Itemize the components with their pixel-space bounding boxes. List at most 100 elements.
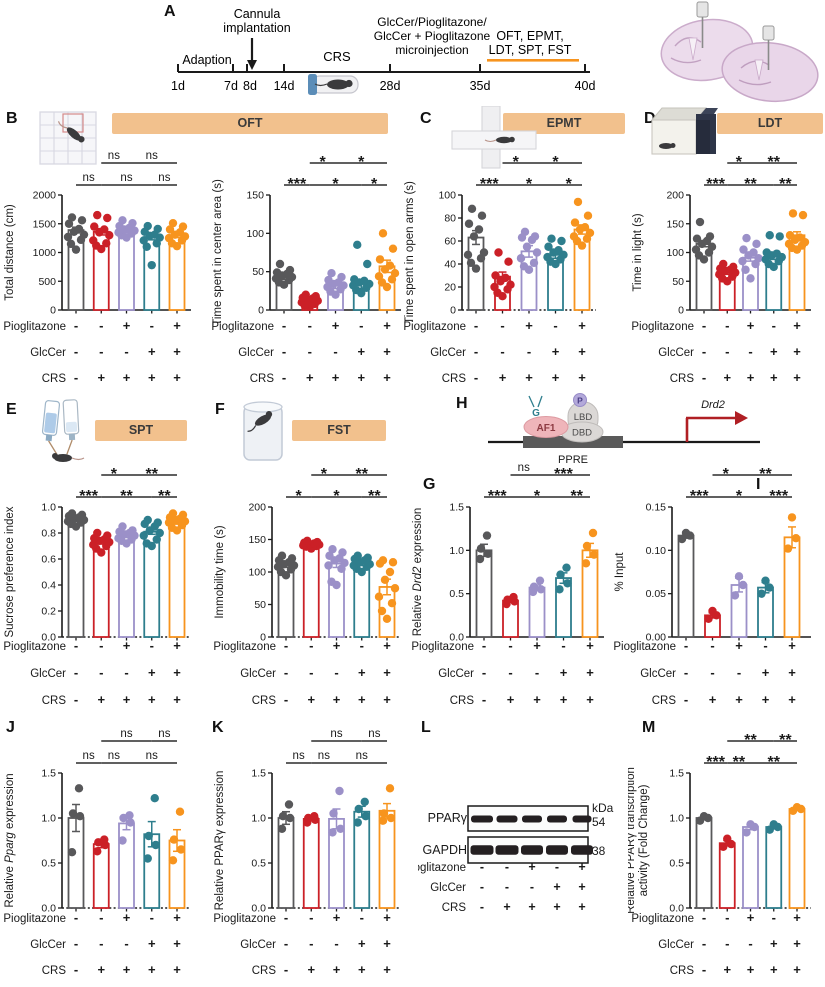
svg-text:Immobility time (s): Immobility time (s) — [214, 525, 226, 618]
svg-text:-: - — [333, 344, 337, 359]
svg-text:0.05: 0.05 — [646, 588, 667, 600]
svg-text:-: - — [748, 344, 752, 359]
svg-text:+: + — [525, 318, 533, 333]
svg-text:-: - — [309, 936, 313, 951]
svg-text:+: + — [507, 692, 515, 707]
svg-text:***: *** — [79, 488, 98, 505]
svg-text:-: - — [684, 665, 688, 680]
svg-text:**: ** — [120, 488, 133, 505]
svg-text:*: * — [526, 176, 533, 193]
timeline-cannula-label: implantation — [223, 21, 290, 35]
dots-f-g5 — [374, 556, 400, 623]
svg-text:+: + — [586, 665, 594, 680]
svg-text:+: + — [793, 910, 801, 925]
dots-k-g2 — [303, 812, 320, 827]
svg-text:150: 150 — [246, 190, 264, 202]
svg-text:Pioglitazone: Pioglitazone — [403, 321, 466, 333]
svg-text:50: 50 — [252, 266, 264, 278]
svg-text:-: - — [482, 665, 486, 680]
dots-c-g5 — [569, 197, 595, 250]
svg-text:+: + — [788, 665, 796, 680]
panel-label-c: C — [420, 110, 432, 127]
dots-d-g3 — [738, 233, 763, 283]
svg-text:-: - — [555, 860, 559, 874]
svg-text:Pioglitazone: Pioglitazone — [631, 913, 694, 925]
svg-text:***: *** — [480, 176, 499, 193]
svg-text:GlcCer: GlcCer — [430, 347, 466, 359]
svg-text:***: *** — [288, 176, 307, 193]
svg-text:+: + — [357, 344, 365, 359]
svg-text:1000: 1000 — [33, 247, 57, 259]
dots-j-g2 — [93, 835, 110, 856]
dots-g-g2 — [502, 592, 519, 609]
svg-text:+: + — [173, 692, 181, 707]
dots-c-g1 — [463, 204, 489, 273]
svg-text:+: + — [333, 692, 341, 707]
svg-text:0.2: 0.2 — [41, 606, 56, 618]
svg-text:Pioglitazone: Pioglitazone — [631, 321, 694, 333]
timeline-tests-label: OFT, EPMT, — [496, 29, 563, 43]
svg-text:+: + — [578, 880, 585, 894]
dots-c-g2 — [490, 248, 515, 301]
dots-m-g4 — [765, 820, 782, 834]
panel-label-d: D — [644, 110, 656, 127]
svg-text:0: 0 — [260, 632, 266, 644]
svg-text:**: ** — [571, 488, 584, 505]
svg-text:-: - — [74, 638, 78, 653]
svg-text:0.5: 0.5 — [669, 858, 684, 870]
svg-text:500: 500 — [38, 276, 56, 288]
svg-text:*: * — [111, 466, 118, 483]
panel-label-l: L — [421, 719, 431, 736]
svg-text:200: 200 — [248, 502, 266, 514]
bar-b1-g3 — [118, 229, 135, 311]
glccer-label: G — [532, 408, 540, 419]
svg-text:ns: ns — [356, 750, 368, 762]
svg-text:+: + — [788, 692, 796, 707]
svg-text:-: - — [474, 370, 478, 385]
svg-text:Relative Pparg expression: Relative Pparg expression — [4, 773, 16, 907]
svg-text:+: + — [173, 665, 181, 680]
svg-text:-: - — [737, 665, 741, 680]
svg-text:+: + — [333, 638, 341, 653]
dots-b2-g1 — [271, 259, 297, 289]
dots-i-g4 — [757, 576, 774, 598]
svg-text:Pioglitazone: Pioglitazone — [3, 913, 66, 925]
bar-i-g1 — [677, 534, 695, 638]
sucrose-bottles-icon — [41, 399, 85, 462]
svg-text:*: * — [320, 154, 327, 171]
svg-text:50: 50 — [672, 276, 684, 288]
svg-text:+: + — [528, 900, 535, 914]
svg-text:GlcCer: GlcCer — [240, 668, 276, 680]
mouse-icon — [659, 143, 676, 149]
svg-text:+: + — [793, 370, 801, 385]
svg-text:0: 0 — [258, 305, 264, 317]
svg-text:-: - — [702, 318, 706, 333]
svg-text:GlcCer: GlcCer — [438, 668, 474, 680]
chart-center-time: 0 50 100 150 Time spent in center area (s) **… — [208, 140, 415, 407]
dots-i-g1 — [677, 528, 695, 544]
svg-text:+: + — [123, 370, 131, 385]
svg-text:-: - — [480, 860, 484, 874]
drd2-gene-label: Drd2 — [701, 399, 725, 411]
svg-text:Time spent in center area (s): Time spent in center area (s) — [212, 179, 224, 326]
dots-b1-g4 — [139, 221, 164, 270]
svg-text:Pioglitazone: Pioglitazone — [3, 641, 66, 653]
mouse-icon — [247, 411, 273, 432]
svg-text:-: - — [500, 318, 504, 333]
svg-text:-: - — [124, 665, 128, 680]
svg-text:-: - — [508, 638, 512, 653]
svg-text:+: + — [533, 692, 541, 707]
svg-text:CRS: CRS — [652, 695, 677, 707]
svg-text:***: *** — [706, 176, 725, 193]
svg-text:+: + — [358, 962, 366, 977]
panel-label-k: K — [212, 719, 224, 736]
dots-i-g3 — [730, 572, 748, 600]
svg-text:+: + — [525, 370, 533, 385]
svg-text:*: * — [321, 466, 328, 483]
dots-f-g1 — [273, 551, 299, 580]
svg-text:-: - — [535, 665, 539, 680]
svg-text:0.0: 0.0 — [669, 903, 684, 915]
dots-b2-g2 — [297, 290, 322, 312]
